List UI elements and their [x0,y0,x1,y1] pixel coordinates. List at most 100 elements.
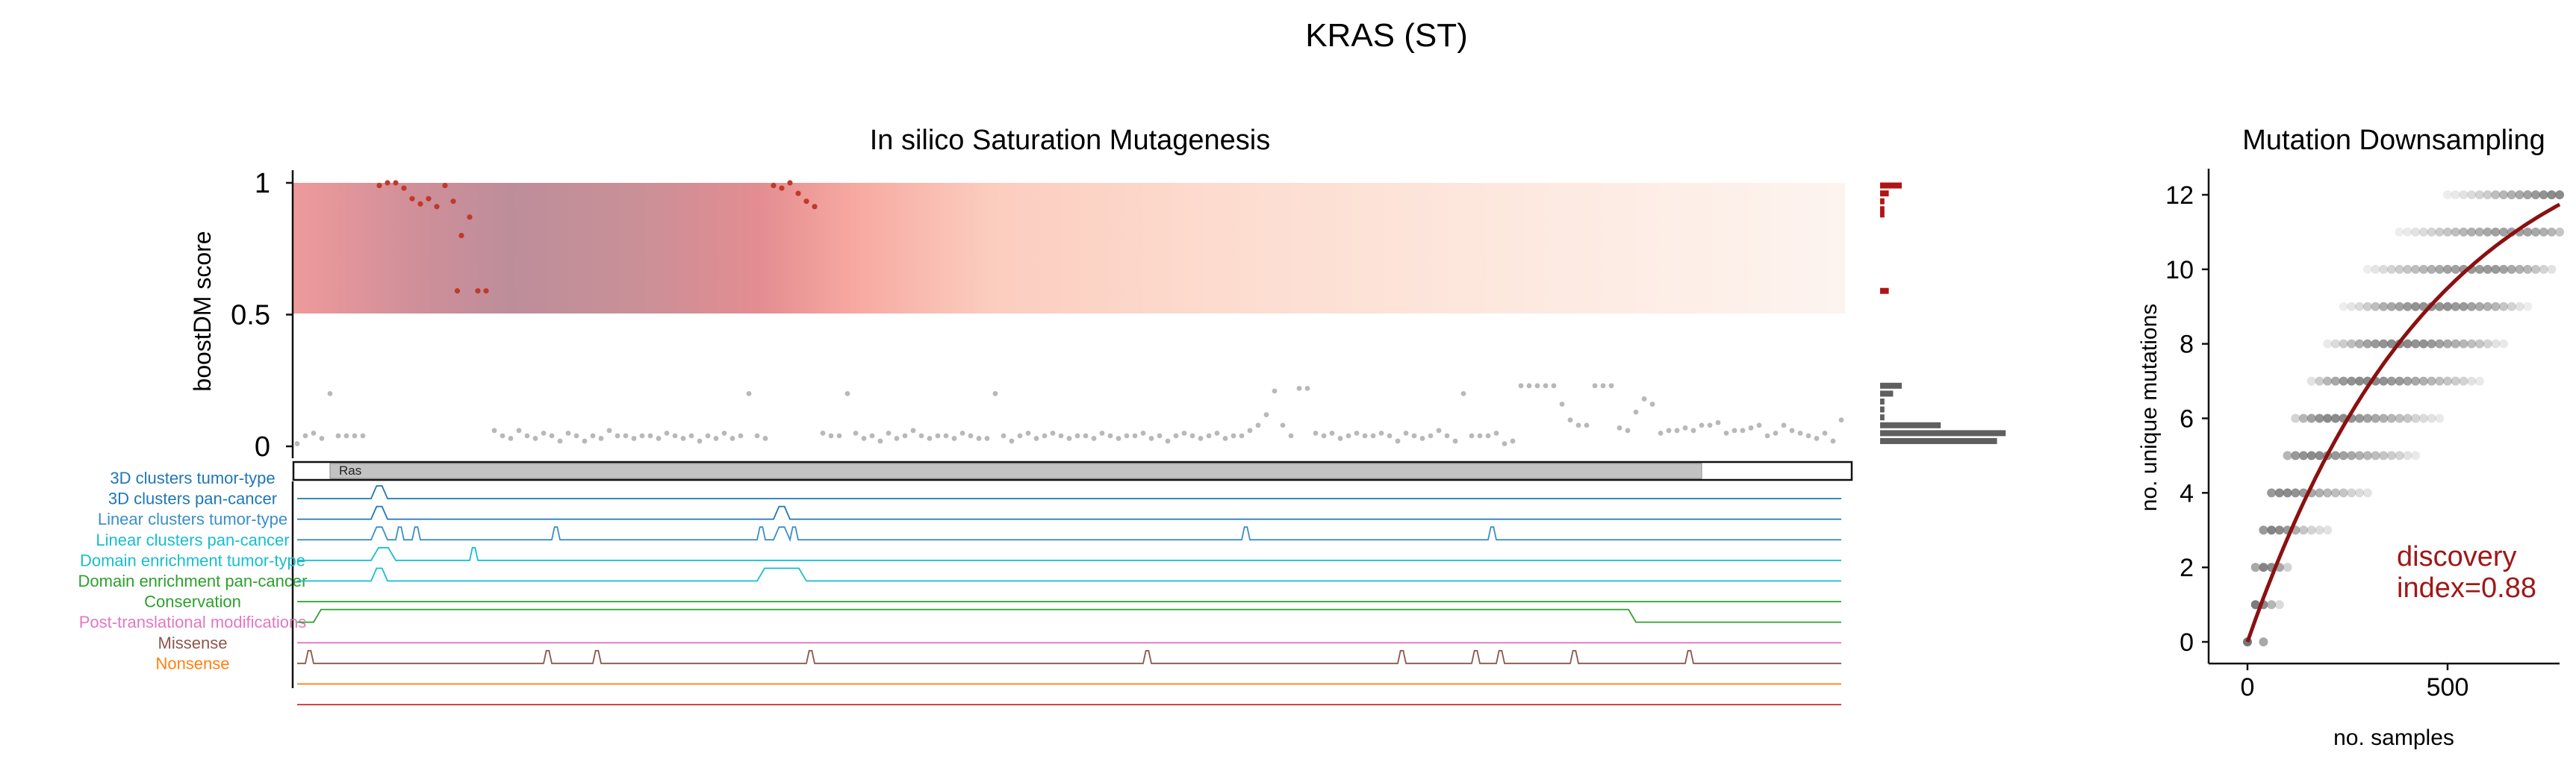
driver-point [385,180,391,186]
passenger-point [1469,433,1475,439]
downsample-point [2339,488,2348,498]
driver-point [454,288,461,294]
downsample-point [2283,488,2292,498]
passenger-point [1337,436,1343,441]
downsample-point [2515,264,2524,274]
passenger-point [631,436,637,441]
driver-point [458,233,464,239]
downsample-point [2555,227,2565,237]
passenger-point [705,433,711,439]
downsample-point [2395,264,2404,274]
downsample-point [2362,413,2372,423]
downsample-point [2411,264,2421,274]
passenger-point [590,433,596,439]
passenger-point [1050,430,1056,436]
passenger-point [1699,422,1705,428]
downsample-point [2379,264,2389,274]
passenger-point [1140,430,1146,436]
downsample-point [2499,190,2509,199]
downsample-point [2323,488,2333,498]
downsample-point [2403,339,2412,349]
passenger-point [1255,422,1261,428]
downsample-point [2386,451,2396,461]
passenger-point [1584,422,1590,428]
driver-point [771,182,777,189]
downsample-point [2259,525,2268,535]
passenger-point [311,430,317,436]
passenger-point [1231,433,1236,439]
downsample-point [2395,451,2404,461]
passenger-point [1387,433,1393,439]
downsample-point [2291,488,2300,498]
passenger-point [1436,428,1442,434]
passenger-point [1740,428,1746,434]
passenger-point [1551,383,1557,389]
downsample-point [2547,227,2557,237]
downsample-point [2267,600,2277,610]
downsample-point [2443,302,2452,311]
driver-point [409,196,415,202]
passenger-point [1058,433,1064,439]
downsample-point [2267,525,2277,535]
histogram-bar [1880,198,1885,205]
passenger-point [1198,436,1204,441]
histogram-bar [1880,430,2006,437]
downsample-point [2483,339,2492,349]
downsample-point [2515,190,2524,199]
downsample-point [2483,227,2492,237]
downsample-point [2451,190,2460,199]
downsample-point [2499,339,2509,349]
passenger-point [623,433,629,439]
panel-c-ticks: 0 2 4 6 8 10 12 0 500 [2165,181,2468,702]
track-line [297,649,1841,664]
downsample-point [2355,339,2365,349]
passenger-point [1370,433,1376,439]
track-label: Linear clusters pan-cancer [96,531,289,549]
passenger-point [959,430,965,436]
passenger-point [1239,433,1245,439]
downsample-point [2451,376,2460,386]
downsample-point [2299,413,2309,423]
downsample-point [2443,339,2452,349]
downsample-point [2386,376,2396,386]
passenger-point [1592,383,1598,389]
passenger-point [1830,438,1836,444]
downsample-point [2443,190,2452,199]
downsample-point [2435,339,2445,349]
panel-a-title: In silico Saturation Mutagenesis [870,125,1271,156]
downsample-point [2347,488,2356,498]
passenger-point [615,433,620,439]
passenger-point [1148,436,1154,441]
annotation-line: discovery [2397,541,2517,572]
downsample-point [2411,413,2421,423]
passenger-point [1009,438,1015,444]
fit-curve [2245,202,2561,643]
passenger-point [1033,436,1039,441]
passenger-point [1748,425,1754,431]
passenger-point [943,433,949,439]
downsample-point [2403,227,2412,237]
downsample-point [2362,488,2372,498]
downsample-point [2435,264,2445,274]
downsample-point [2371,413,2380,423]
driver-point [803,199,809,205]
passenger-point [1723,430,1729,436]
y-tick-label: 6 [2180,405,2194,434]
passenger-point [869,433,875,439]
saturation-mutagenesis-panel: In silico Saturation Mutagenesis boostDM… [189,125,2006,463]
passenger-point [1493,430,1499,436]
downsample-point [2547,264,2557,274]
passenger-point [721,430,727,436]
histogram-bar [1880,287,1889,294]
passenger-point [656,436,662,441]
passenger-point [302,433,308,439]
downsample-point [2435,376,2445,386]
histogram-bar [1880,206,1885,213]
downsample-point [2443,264,2452,274]
passenger-point [1575,422,1581,428]
passenger-point [582,438,588,444]
y-tick-label: 0 [255,431,270,463]
passenger-point [1263,412,1269,418]
passenger-point [1189,433,1195,439]
figure-title: KRAS (ST) [1305,17,1468,54]
